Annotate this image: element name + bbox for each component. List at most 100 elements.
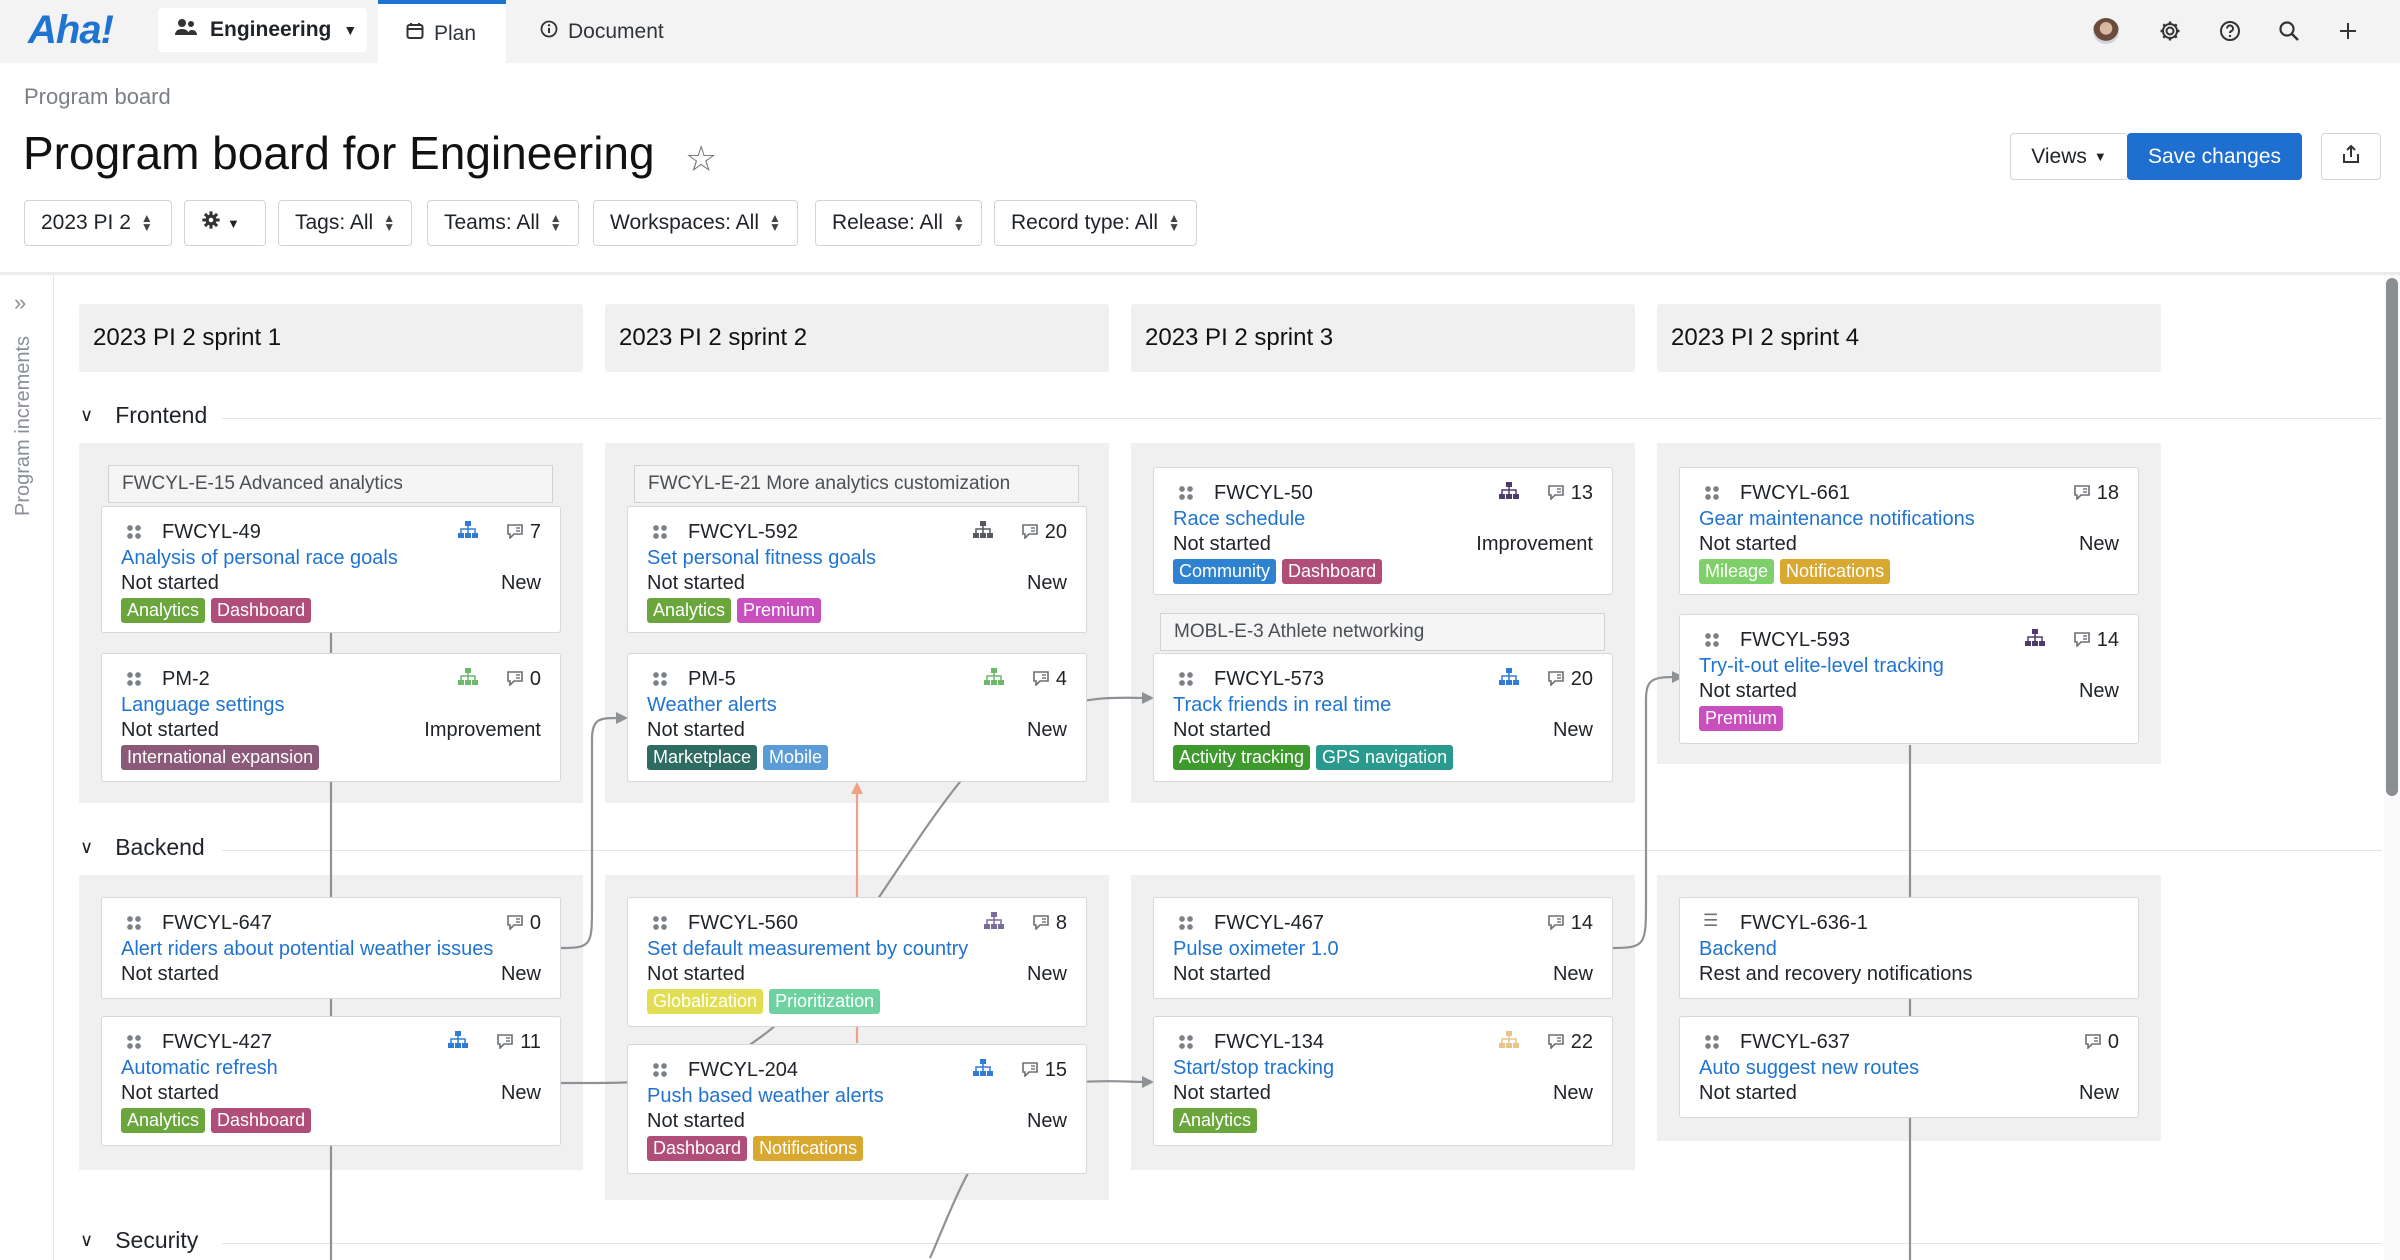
feature-card[interactable]: FWCYL-593 Try-it-out elite-level tracking… bbox=[1679, 614, 2139, 744]
hierarchy-icon[interactable] bbox=[972, 521, 993, 544]
program-increments-label[interactable]: Program increments bbox=[12, 335, 34, 516]
tag[interactable]: Community bbox=[1173, 559, 1277, 584]
drag-handle-icon[interactable] bbox=[652, 524, 668, 540]
list-icon[interactable] bbox=[1703, 911, 1720, 931]
tab-plan[interactable]: Plan bbox=[378, 0, 506, 63]
save-changes-button[interactable]: Save changes bbox=[2127, 133, 2302, 180]
record-name-link[interactable]: Set default measurement by country bbox=[647, 938, 969, 960]
tag[interactable]: Marketplace bbox=[647, 745, 758, 770]
views-button[interactable]: Views ▼ bbox=[2010, 133, 2128, 180]
record-name-link[interactable]: Weather alerts bbox=[647, 694, 777, 716]
record-name-link[interactable]: Alert riders about potential weather iss… bbox=[121, 938, 494, 960]
workspaces-filter[interactable]: Workspaces: All ▲ ▼ bbox=[593, 200, 798, 246]
drag-handle-icon[interactable] bbox=[1178, 485, 1194, 501]
drag-handle-icon[interactable] bbox=[1704, 632, 1720, 648]
breadcrumb[interactable]: Program board bbox=[24, 84, 171, 109]
tag[interactable]: Analytics bbox=[647, 598, 732, 623]
tag[interactable]: Dashboard bbox=[647, 1136, 748, 1161]
teams-filter[interactable]: Teams: All ▲ ▼ bbox=[427, 200, 579, 246]
record-name-link[interactable]: Track friends in real time bbox=[1173, 694, 1392, 716]
feature-card[interactable]: FWCYL-661 Gear maintenance notifications N… bbox=[1679, 467, 2139, 595]
feature-card[interactable]: FWCYL-636-1 Backend Rest and recovery noti… bbox=[1679, 897, 2139, 999]
tag[interactable]: Dashboard bbox=[1282, 559, 1383, 584]
tag[interactable]: Dashboard bbox=[211, 598, 312, 623]
drag-handle-icon[interactable] bbox=[652, 671, 668, 687]
tag[interactable]: Analytics bbox=[121, 1108, 206, 1133]
hierarchy-icon[interactable] bbox=[983, 912, 1004, 935]
feature-card[interactable]: FWCYL-573 Track friends in real time Not s… bbox=[1153, 653, 1613, 782]
tag[interactable]: Notifications bbox=[753, 1136, 864, 1161]
increment-select[interactable]: 2023 PI 2 ▲ ▼ bbox=[24, 200, 172, 246]
drag-handle-icon[interactable] bbox=[1704, 1034, 1720, 1050]
tag[interactable]: Activity tracking bbox=[1173, 745, 1311, 770]
section-toggle-backend[interactable]: ∨ Backend bbox=[80, 834, 205, 861]
drag-handle-icon[interactable] bbox=[652, 1062, 668, 1078]
tag[interactable]: Mobile bbox=[763, 745, 829, 770]
comment-icon[interactable] bbox=[1547, 670, 1565, 690]
drag-handle-icon[interactable] bbox=[1178, 671, 1194, 687]
tag[interactable]: Premium bbox=[737, 598, 822, 623]
epic-header[interactable]: MOBL-E-3 Athlete networking bbox=[1160, 613, 1605, 651]
feature-card[interactable]: FWCYL-427 Automatic refresh Not started New… bbox=[101, 1016, 561, 1146]
feature-card[interactable]: FWCYL-50 Race schedule Not started Improvem… bbox=[1153, 467, 1613, 595]
hierarchy-icon[interactable] bbox=[448, 1031, 469, 1054]
drag-handle-icon[interactable] bbox=[126, 524, 142, 540]
hierarchy-icon[interactable] bbox=[983, 668, 1004, 691]
double-chevron-right-icon[interactable]: » bbox=[14, 290, 27, 315]
record-name-link[interactable]: Pulse oximeter 1.0 bbox=[1173, 938, 1339, 960]
section-toggle-frontend[interactable]: ∨ Frontend bbox=[80, 402, 207, 429]
comment-icon[interactable] bbox=[1032, 670, 1050, 690]
plus-icon[interactable] bbox=[2333, 16, 2363, 46]
tag[interactable]: International expansion bbox=[121, 745, 320, 770]
help-icon[interactable] bbox=[2215, 16, 2245, 46]
tags-filter[interactable]: Tags: All ▲ ▼ bbox=[278, 200, 413, 246]
comment-icon[interactable] bbox=[2073, 484, 2091, 504]
tag[interactable]: Analytics bbox=[1173, 1108, 1258, 1133]
record-name-link[interactable]: Start/stop tracking bbox=[1173, 1057, 1335, 1079]
scrollbar-thumb[interactable] bbox=[2386, 278, 2398, 796]
comment-icon[interactable] bbox=[506, 914, 524, 934]
comment-icon[interactable] bbox=[1547, 484, 1565, 504]
hierarchy-icon[interactable] bbox=[1498, 482, 1519, 505]
tag[interactable]: Premium bbox=[1699, 706, 1784, 731]
hierarchy-icon[interactable] bbox=[457, 668, 478, 691]
drag-handle-icon[interactable] bbox=[126, 915, 142, 931]
tag[interactable]: Prioritization bbox=[769, 989, 881, 1014]
tag[interactable]: GPS navigation bbox=[1316, 745, 1454, 770]
epic-header[interactable]: FWCYL-E-15 Advanced analytics bbox=[108, 465, 553, 503]
record-name-link[interactable]: Backend bbox=[1699, 938, 1777, 960]
comment-icon[interactable] bbox=[1021, 523, 1039, 543]
aha-logo[interactable]: Aha! bbox=[28, 8, 114, 52]
drag-handle-icon[interactable] bbox=[126, 671, 142, 687]
drag-handle-icon[interactable] bbox=[1704, 485, 1720, 501]
hierarchy-icon[interactable] bbox=[2024, 629, 2045, 652]
comment-icon[interactable] bbox=[1032, 914, 1050, 934]
section-toggle-security[interactable]: ∨ Security bbox=[80, 1227, 198, 1254]
drag-handle-icon[interactable] bbox=[126, 1034, 142, 1050]
hierarchy-icon[interactable] bbox=[457, 521, 478, 544]
comment-icon[interactable] bbox=[506, 523, 524, 543]
settings-dropdown[interactable]: ▼ bbox=[184, 200, 266, 246]
record-name-link[interactable]: Analysis of personal race goals bbox=[121, 547, 398, 569]
epic-header[interactable]: FWCYL-E-21 More analytics customization bbox=[634, 465, 1079, 503]
drag-handle-icon[interactable] bbox=[1178, 915, 1194, 931]
star-icon[interactable]: ☆ bbox=[685, 138, 718, 179]
comment-icon[interactable] bbox=[496, 1033, 514, 1053]
record-name-link[interactable]: Auto suggest new routes bbox=[1699, 1057, 1920, 1079]
hierarchy-icon[interactable] bbox=[1498, 668, 1519, 691]
comment-icon[interactable] bbox=[1547, 914, 1565, 934]
record-name-link[interactable]: Language settings bbox=[121, 694, 285, 716]
comment-icon[interactable] bbox=[1021, 1061, 1039, 1081]
feature-card[interactable]: FWCYL-592 Set personal fitness goals Not s… bbox=[627, 506, 1087, 633]
record-name-link[interactable]: Race schedule bbox=[1173, 508, 1306, 530]
feature-card[interactable]: FWCYL-637 Auto suggest new routes Not star… bbox=[1679, 1016, 2139, 1118]
tag[interactable]: Dashboard bbox=[211, 1108, 312, 1133]
feature-card[interactable]: FWCYL-647 Alert riders about potential we… bbox=[101, 897, 561, 999]
feature-card[interactable]: FWCYL-560 Set default measurement by coun… bbox=[627, 897, 1087, 1027]
gear-icon[interactable] bbox=[2155, 16, 2185, 46]
record-name-link[interactable]: Automatic refresh bbox=[121, 1057, 278, 1079]
comment-icon[interactable] bbox=[2073, 631, 2091, 651]
feature-card[interactable]: PM-2 Language settings Not started Improvem… bbox=[101, 653, 561, 782]
share-button[interactable] bbox=[2321, 133, 2381, 180]
feature-card[interactable]: FWCYL-134 Start/stop tracking Not started N… bbox=[1153, 1016, 1613, 1146]
